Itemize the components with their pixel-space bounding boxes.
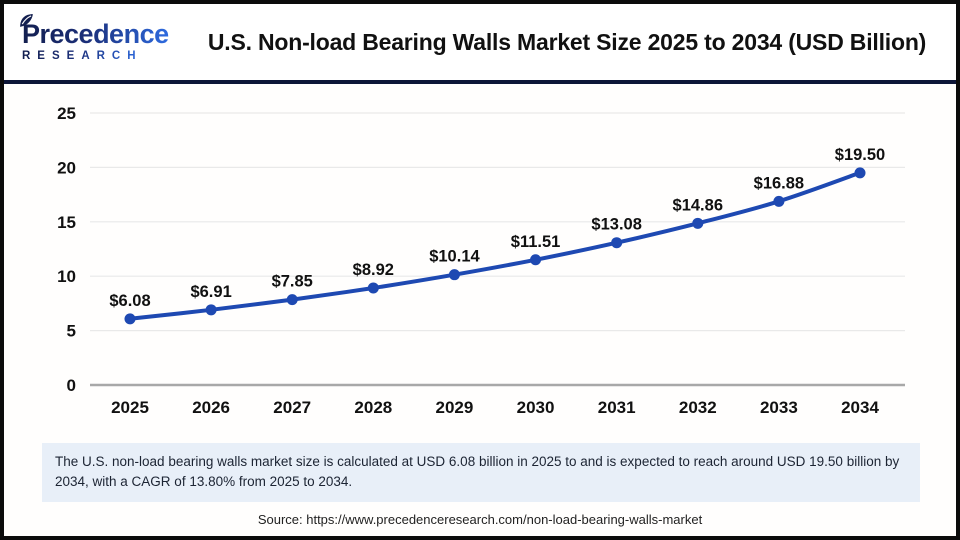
y-tick-label-25: 25: [57, 104, 76, 123]
trend-line: [128, 170, 862, 321]
x-tick-label-2025: 2025: [111, 398, 149, 417]
x-tick-label-2030: 2030: [517, 398, 555, 417]
brand-name-text: Precedence: [22, 19, 169, 50]
x-tick-label-2033: 2033: [760, 398, 798, 417]
y-tick-label-10: 10: [57, 267, 76, 286]
y-tick-label-5: 5: [67, 322, 76, 341]
data-label-2028: $8.92: [353, 261, 394, 279]
data-label-2030: $11.51: [511, 233, 561, 251]
summary-box: The U.S. non-load bearing walls market s…: [42, 443, 920, 502]
x-tick-label-2028: 2028: [354, 398, 392, 417]
data-point-2033: [773, 195, 785, 207]
data-point-2032: [692, 217, 704, 229]
y-tick-label-20: 20: [57, 158, 76, 177]
header: Precedence RESEARCH U.S. Non-load Bearin…: [4, 4, 956, 84]
x-tick-label-2027: 2027: [273, 398, 311, 417]
x-tick-label-2031: 2031: [598, 398, 636, 417]
brand-subtitle-text: RESEARCH: [22, 50, 143, 63]
data-point-2031: [611, 237, 623, 249]
data-point-2029: [448, 269, 460, 281]
data-point-2026: [205, 304, 217, 316]
data-label-2025: $6.08: [109, 292, 150, 310]
data-point-2025: [124, 313, 136, 325]
data-point-2027: [286, 294, 298, 306]
brand-name: Precedence: [20, 14, 178, 50]
data-point-2028: [367, 282, 379, 294]
data-label-2026: $6.91: [190, 283, 231, 301]
brand-logo: Precedence RESEARCH: [20, 14, 178, 63]
y-tick-label-15: 15: [57, 213, 76, 232]
x-tick-label-2034: 2034: [841, 398, 879, 417]
data-label-2033: $16.88: [754, 174, 804, 192]
chart-title: U.S. Non-load Bearing Walls Market Size …: [207, 28, 927, 55]
leaf-icon: [20, 14, 33, 28]
data-label-2034: $19.50: [835, 146, 885, 164]
data-point-2034: [854, 167, 866, 179]
data-label-2031: $13.08: [591, 216, 641, 234]
x-tick-label-2026: 2026: [192, 398, 230, 417]
x-tick-label-2032: 2032: [679, 398, 717, 417]
data-label-2027: $7.85: [272, 273, 313, 291]
data-label-2029: $10.14: [429, 248, 480, 266]
data-label-2032: $14.86: [673, 196, 723, 214]
source-line: Source: https://www.precedenceresearch.c…: [257, 512, 703, 527]
x-tick-label-2029: 2029: [436, 398, 474, 417]
y-tick-label-0: 0: [67, 376, 76, 395]
brand-subtitle: RESEARCH: [22, 51, 178, 63]
data-point-2030: [530, 254, 542, 266]
